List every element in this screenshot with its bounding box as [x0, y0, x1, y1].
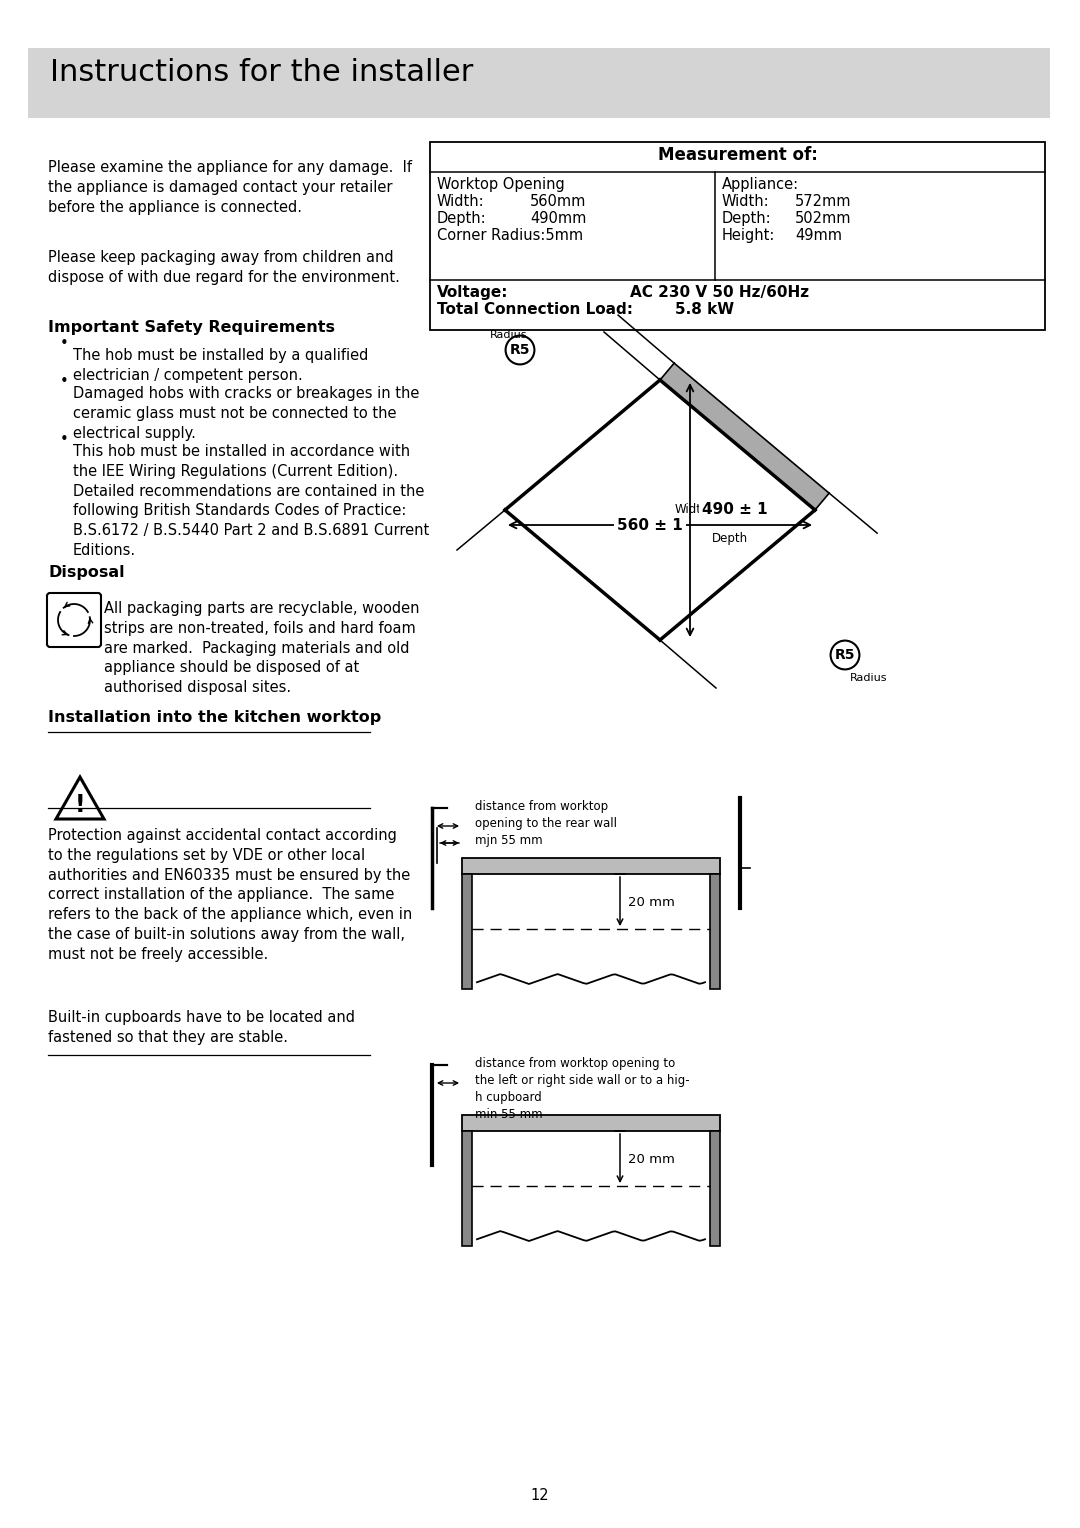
Text: 560 ± 1: 560 ± 1	[617, 518, 683, 532]
Bar	[430, 142, 1045, 330]
Text: Built-in cupboards have to be located and
fastened so that they are stable.: Built-in cupboards have to be located an…	[48, 1010, 355, 1045]
Text: Appliance:: Appliance:	[723, 177, 799, 193]
Text: Radius: Radius	[490, 330, 527, 341]
Text: Worktop Opening: Worktop Opening	[437, 177, 565, 193]
Text: R5: R5	[510, 342, 530, 358]
Text: 5.8 kW: 5.8 kW	[675, 303, 734, 316]
Text: 502mm: 502mm	[795, 211, 851, 226]
Text: Radius: Radius	[850, 672, 888, 683]
Bar	[710, 1131, 720, 1245]
Text: Damaged hobs with cracks or breakages in the
ceramic glass must not be connected: Damaged hobs with cracks or breakages in…	[73, 387, 419, 440]
Text: •: •	[60, 432, 69, 448]
Text: 49mm: 49mm	[795, 228, 842, 243]
Text: Please examine the appliance for any damage.  If
the appliance is damaged contac: Please examine the appliance for any dam…	[48, 160, 411, 214]
Text: Depth: Depth	[712, 532, 748, 545]
Text: 560mm: 560mm	[530, 194, 586, 209]
Text: •: •	[60, 336, 69, 351]
Text: Corner Radius:5mm: Corner Radius:5mm	[437, 228, 583, 243]
Text: •: •	[60, 374, 69, 390]
Bar	[462, 874, 472, 989]
Text: 490 ± 1: 490 ± 1	[702, 503, 768, 518]
Text: This hob must be installed in accordance with
the IEE Wiring Regulations (Curren: This hob must be installed in accordance…	[73, 445, 429, 558]
Text: R5: R5	[835, 648, 855, 662]
Text: 20 mm: 20 mm	[627, 895, 675, 909]
Text: AC 230 V 50 Hz/60Hz: AC 230 V 50 Hz/60Hz	[630, 286, 809, 299]
Text: Width: Width	[675, 503, 710, 516]
Text: Important Safety Requirements: Important Safety Requirements	[48, 319, 335, 335]
Text: Disposal: Disposal	[48, 565, 124, 581]
Text: Please keep packaging away from children and
dispose of with due regard for the : Please keep packaging away from children…	[48, 251, 400, 284]
Polygon shape	[660, 364, 829, 510]
Text: Depth:: Depth:	[437, 211, 487, 226]
Text: Installation into the kitchen worktop: Installation into the kitchen worktop	[48, 711, 381, 724]
Text: Height:: Height:	[723, 228, 775, 243]
Text: Measurement of:: Measurement of:	[658, 147, 818, 163]
Text: Instructions for the installer: Instructions for the installer	[50, 58, 473, 87]
Text: Width:: Width:	[723, 194, 770, 209]
Text: distance from worktop
opening to the rear wall
mjn 55 mm: distance from worktop opening to the rea…	[475, 801, 617, 847]
Text: Width:: Width:	[437, 194, 485, 209]
Text: !: !	[75, 793, 85, 817]
Text: Voltage:: Voltage:	[437, 286, 509, 299]
Text: All packaging parts are recyclable, wooden
strips are non-treated, foils and har: All packaging parts are recyclable, wood…	[104, 601, 419, 695]
Bar	[28, 47, 1050, 118]
Text: distance from worktop opening to
the left or right side wall or to a hig-
h cupb: distance from worktop opening to the lef…	[475, 1057, 690, 1122]
Bar	[462, 1131, 472, 1245]
Text: The hob must be installed by a qualified
electrician / competent person.: The hob must be installed by a qualified…	[73, 348, 368, 384]
Bar	[462, 1115, 720, 1131]
Text: 12: 12	[530, 1488, 550, 1504]
Bar	[462, 859, 720, 874]
Bar	[710, 874, 720, 989]
Text: Total Connection Load:: Total Connection Load:	[437, 303, 633, 316]
Text: 20 mm: 20 mm	[627, 1154, 675, 1166]
FancyBboxPatch shape	[48, 593, 102, 646]
Text: Depth:: Depth:	[723, 211, 771, 226]
Text: Protection against accidental contact according
to the regulations set by VDE or: Protection against accidental contact ac…	[48, 828, 413, 961]
Text: 572mm: 572mm	[795, 194, 851, 209]
Text: 490mm: 490mm	[530, 211, 586, 226]
